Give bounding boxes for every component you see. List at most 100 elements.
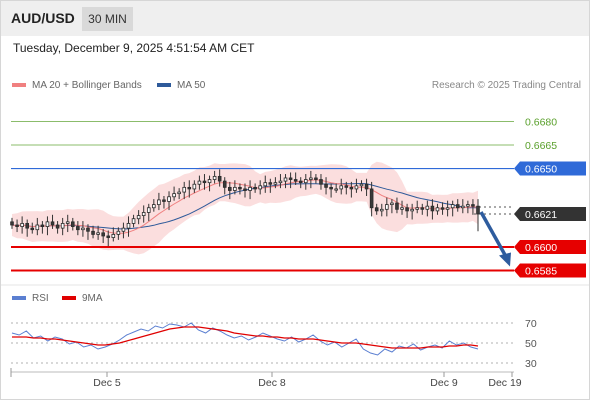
candle-16 (91, 225, 95, 239)
price-tag-text-3: 0.6621 (525, 209, 557, 221)
candle-22 (121, 222, 126, 239)
candle-11 (65, 214, 70, 233)
timeframe-badge[interactable]: 30 MIN (82, 7, 133, 31)
candle-body-2 (20, 223, 24, 227)
candle-86 (445, 200, 450, 217)
candle-29 (157, 192, 161, 211)
candle-body-78 (405, 207, 409, 212)
candle-19 (106, 230, 111, 247)
candle-78 (405, 203, 409, 218)
candle-64 (334, 183, 338, 193)
candle-body-51 (268, 182, 273, 185)
ma50-swatch (157, 83, 171, 88)
rsi-label: RSI (32, 293, 49, 304)
candle-body-56 (293, 179, 298, 182)
candle-21 (116, 227, 121, 240)
ma9-label: 9MA (82, 293, 103, 304)
candle-body-54 (283, 177, 288, 182)
candle-body-28 (152, 204, 156, 209)
candle-13 (76, 221, 80, 236)
candle-9 (55, 221, 60, 234)
candle-31 (167, 191, 171, 211)
price-label-0: 0.6680 (525, 117, 557, 129)
candle-body-8 (50, 221, 55, 226)
candle-body-91 (471, 204, 475, 207)
price-label-2: 0.6650 (514, 161, 586, 176)
candle-body-41 (217, 175, 222, 182)
candle-30 (162, 195, 166, 209)
candle-body-74 (385, 204, 389, 210)
candle-6 (40, 221, 45, 234)
candle-26 (141, 205, 146, 223)
candle-44 (233, 180, 237, 195)
candle-body-52 (273, 182, 278, 185)
candle-body-12 (70, 221, 75, 227)
candle-body-81 (420, 207, 425, 210)
candle-body-18 (101, 232, 105, 237)
price-label-5: 0.6585 (514, 263, 586, 278)
candle-79 (410, 203, 414, 220)
candle-body-68 (354, 185, 359, 190)
rsi-line (11, 322, 479, 356)
ma50-label: MA 50 (177, 80, 206, 91)
ma20-label: MA 20 + Bollinger Bands (32, 80, 142, 91)
rsi-swatch (12, 296, 26, 301)
candle-body-73 (379, 208, 384, 212)
candle-23 (126, 216, 131, 237)
price-tag-text-5: 0.6585 (525, 265, 557, 277)
candle-88 (455, 199, 460, 212)
candle-body-80 (415, 207, 420, 210)
candle-body-66 (344, 185, 349, 188)
legend-9ma: 9MA (62, 293, 103, 304)
candle-body-19 (106, 235, 111, 238)
candle-body-15 (86, 227, 90, 232)
candle-body-33 (177, 191, 181, 195)
candle-45 (238, 183, 242, 195)
candle-body-6 (40, 224, 45, 227)
candle-41 (217, 169, 222, 187)
legend-rsi: RSI (12, 293, 49, 304)
candle-body-14 (81, 227, 85, 231)
candle-body-64 (334, 188, 338, 191)
candle-7 (45, 216, 50, 236)
candle-body-84 (435, 207, 440, 212)
candle-74 (385, 197, 389, 217)
candle-39 (207, 175, 212, 192)
candle-5 (35, 217, 40, 236)
candle-89 (461, 199, 465, 214)
candle-18 (101, 228, 105, 244)
candle-body-43 (228, 186, 232, 191)
candle-51 (268, 178, 273, 193)
candle-body-5 (35, 224, 40, 231)
candle-3 (25, 219, 29, 237)
candle-body-1 (15, 224, 19, 227)
candle-58 (303, 174, 308, 190)
candle-57 (298, 177, 303, 189)
x-tick-label-2: Dec 9 (430, 377, 458, 389)
candle-10 (60, 217, 65, 236)
candle-body-67 (349, 186, 354, 190)
candle-body-46 (243, 188, 247, 191)
rsi-ma9-line (12, 326, 479, 349)
candle-27 (146, 203, 151, 222)
candle-body-3 (25, 223, 29, 229)
candle-37 (197, 175, 202, 190)
candle-body-42 (222, 180, 227, 188)
candle-77 (400, 200, 404, 215)
timestamp: Tuesday, December 9, 2025 4:51:54 AM CET (13, 41, 255, 55)
candle-80 (415, 200, 420, 214)
currency-pair-title: AUD/USD (11, 10, 75, 26)
price-label-4: 0.6600 (514, 239, 586, 254)
candle-24 (131, 214, 136, 228)
candle-90 (466, 200, 470, 214)
candle-body-27 (146, 207, 151, 213)
candle-73 (379, 203, 384, 217)
candle-body-16 (91, 230, 95, 235)
candle-body-32 (172, 193, 176, 198)
candle-body-20 (111, 233, 116, 238)
candle-59 (309, 170, 313, 189)
candle-body-87 (450, 204, 455, 209)
candle-65 (339, 178, 344, 195)
x-tick-label-0: Dec 5 (93, 377, 121, 389)
